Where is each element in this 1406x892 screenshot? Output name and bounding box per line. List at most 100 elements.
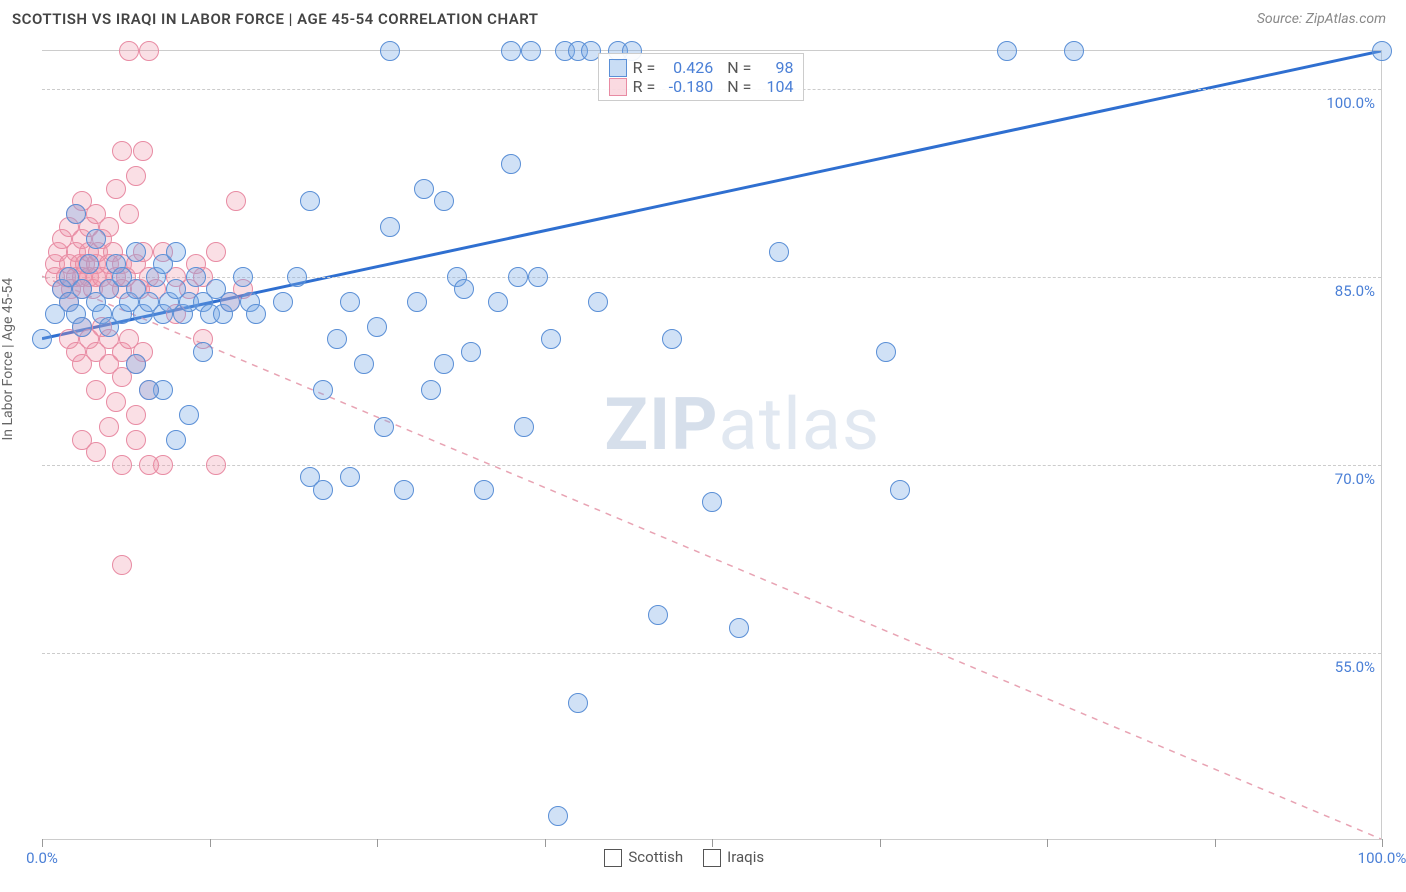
iraqis-point	[139, 41, 159, 61]
scottish-point	[414, 179, 434, 199]
legend-item: Iraqis	[703, 848, 764, 867]
scottish-point	[179, 405, 199, 425]
legend-swatch	[609, 78, 627, 96]
ytick-label: 85.0%	[1335, 282, 1375, 300]
scottish-point	[354, 354, 374, 374]
xtick	[1215, 839, 1216, 847]
legend-item: Scottish	[604, 848, 683, 867]
trend-lines-svg	[42, 51, 1381, 839]
iraqis-point	[119, 204, 139, 224]
xtick	[42, 839, 43, 847]
legend-n-label: N =	[727, 58, 751, 77]
scottish-point	[662, 329, 682, 349]
gridline	[42, 653, 1381, 654]
iraqis-point	[206, 455, 226, 475]
iraqis-point	[126, 405, 146, 425]
scottish-point	[327, 329, 347, 349]
legend-n-label: N =	[727, 77, 751, 96]
scottish-point	[501, 154, 521, 174]
scottish-point	[890, 480, 910, 500]
scottish-point	[313, 480, 333, 500]
scottish-point	[769, 242, 789, 262]
iraqis-point	[133, 141, 153, 161]
iraqis-point	[86, 380, 106, 400]
scottish-point	[367, 317, 387, 337]
scottish-point	[1372, 41, 1392, 61]
iraqis-point	[99, 417, 119, 437]
legend-r-label: R =	[633, 77, 656, 96]
iraqis-point	[226, 191, 246, 211]
scottish-point	[528, 267, 548, 287]
scottish-point	[548, 806, 568, 826]
legend-r-value: 0.426	[661, 58, 713, 77]
scottish-point	[474, 480, 494, 500]
scottish-point	[488, 292, 508, 312]
iraqis-point	[119, 41, 139, 61]
scottish-point	[340, 467, 360, 487]
scottish-point	[273, 292, 293, 312]
scottish-point	[79, 254, 99, 274]
scottish-point	[246, 304, 266, 324]
scottish-point	[66, 204, 86, 224]
scottish-point	[32, 329, 52, 349]
xtick	[1047, 839, 1048, 847]
ytick-label: 100.0%	[1326, 94, 1375, 112]
legend-n-value: 104	[757, 77, 793, 96]
scottish-point	[521, 41, 541, 61]
iraqis-trendline	[42, 276, 1381, 839]
legend-label: Scottish	[628, 848, 683, 866]
plot-area: 55.0%70.0%85.0%100.0%0.0%100.0%	[42, 51, 1381, 839]
scottish-point	[166, 242, 186, 262]
scottish-point	[997, 41, 1017, 61]
xtick	[545, 839, 546, 847]
scottish-point	[648, 605, 668, 625]
legend-swatch	[609, 59, 627, 77]
xtick-label: 0.0%	[26, 849, 58, 867]
scottish-point	[126, 354, 146, 374]
scottish-point	[72, 317, 92, 337]
scottish-point	[508, 267, 528, 287]
iraqis-point	[112, 455, 132, 475]
xtick	[880, 839, 881, 847]
iraqis-point	[126, 430, 146, 450]
iraqis-point	[112, 555, 132, 575]
scottish-point	[193, 342, 213, 362]
chart-container: 55.0%70.0%85.0%100.0%0.0%100.0% ZIPatlas…	[42, 50, 1382, 840]
y-axis-label: In Labor Force | Age 45-54	[0, 278, 16, 441]
ytick-label: 55.0%	[1335, 658, 1375, 676]
series-legend: Scottish Iraqis	[604, 848, 764, 867]
legend-row: R = -0.180 N = 104	[609, 77, 794, 96]
scottish-point	[501, 41, 521, 61]
iraqis-point	[206, 242, 226, 262]
correlation-legend: R = 0.426 N = 98 R = -0.180 N = 104	[598, 53, 805, 101]
legend-label: Iraqis	[727, 848, 764, 866]
scottish-point	[86, 229, 106, 249]
scottish-point	[340, 292, 360, 312]
scottish-point	[434, 191, 454, 211]
scottish-point	[541, 329, 561, 349]
scottish-point	[568, 693, 588, 713]
scottish-point	[374, 417, 394, 437]
scottish-point	[186, 267, 206, 287]
xtick	[377, 839, 378, 847]
scottish-point	[287, 267, 307, 287]
legend-r-label: R =	[633, 58, 656, 77]
xtick	[1382, 839, 1383, 847]
scottish-point	[1064, 41, 1084, 61]
iraqis-point	[106, 179, 126, 199]
legend-r-value: -0.180	[661, 77, 713, 96]
legend-row: R = 0.426 N = 98	[609, 58, 794, 77]
scottish-point	[588, 292, 608, 312]
xtick	[210, 839, 211, 847]
legend-n-value: 98	[757, 58, 793, 77]
scottish-point	[233, 267, 253, 287]
scottish-point	[220, 292, 240, 312]
scottish-point	[729, 618, 749, 638]
scottish-point	[434, 354, 454, 374]
scottish-point	[421, 380, 441, 400]
scottish-point	[702, 492, 722, 512]
iraqis-point	[86, 442, 106, 462]
scottish-point	[380, 217, 400, 237]
scottish-point	[166, 430, 186, 450]
scottish-point	[313, 380, 333, 400]
